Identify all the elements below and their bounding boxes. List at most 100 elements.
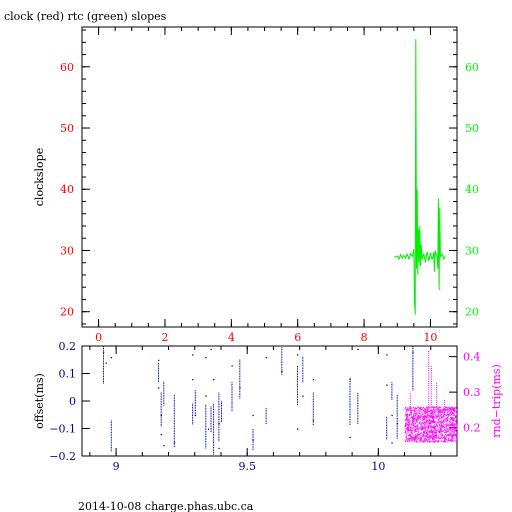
round-trip-point xyxy=(418,409,419,411)
offset-point xyxy=(391,397,393,399)
x-tick-label: 10 xyxy=(371,460,385,473)
offset-point xyxy=(239,387,241,389)
offset-point xyxy=(412,376,414,378)
offset-point xyxy=(391,387,393,389)
offset-point xyxy=(218,419,220,420)
x-tick-label: 9 xyxy=(113,460,120,473)
round-trip-point xyxy=(407,409,409,411)
round-trip-point xyxy=(408,418,409,420)
offset-point xyxy=(386,436,388,438)
offset-point xyxy=(357,419,359,421)
round-trip-point xyxy=(414,415,416,417)
round-trip-point xyxy=(420,438,422,440)
offset-point xyxy=(194,401,196,403)
round-trip-point xyxy=(415,406,417,408)
round-trip-point xyxy=(428,414,430,416)
round-trip-point xyxy=(454,428,456,430)
round-trip-point xyxy=(441,417,443,419)
offset-point xyxy=(213,432,215,434)
right-y-tick-label: 0.3 xyxy=(463,386,481,399)
offset-point xyxy=(110,437,112,438)
round-trip-point xyxy=(438,406,440,408)
offset-point xyxy=(239,371,241,373)
round-trip-point xyxy=(450,439,452,441)
round-trip-point xyxy=(409,434,411,436)
round-trip-point xyxy=(447,429,449,430)
offset-point xyxy=(110,423,112,425)
round-trip-point xyxy=(428,436,430,438)
round-trip-point xyxy=(406,422,408,424)
offset-point xyxy=(281,363,283,365)
offset-point xyxy=(110,427,112,429)
round-trip-point xyxy=(418,434,420,436)
offset-point xyxy=(265,416,267,418)
round-trip-point xyxy=(449,425,451,427)
round-trip-point xyxy=(454,434,456,436)
round-trip-point xyxy=(456,425,458,426)
offset-point xyxy=(349,382,351,384)
round-trip-point xyxy=(455,436,457,438)
round-trip-point xyxy=(453,432,455,434)
round-trip-point xyxy=(442,422,444,423)
offset-point xyxy=(205,434,207,436)
offset-point xyxy=(221,418,222,419)
offset-point xyxy=(158,364,159,366)
offset-point xyxy=(194,411,196,413)
round-trip-point xyxy=(449,406,450,408)
round-trip-point xyxy=(414,411,415,413)
round-trip-point xyxy=(414,430,416,432)
round-trip-point xyxy=(453,436,455,438)
round-trip-point xyxy=(423,439,425,441)
offset-point xyxy=(205,409,207,411)
offset-point xyxy=(160,394,162,396)
round-trip-point xyxy=(429,436,431,438)
round-trip-point xyxy=(423,409,425,411)
offset-point xyxy=(239,367,241,369)
round-trip-point xyxy=(452,425,454,426)
offset-point xyxy=(391,384,393,385)
round-trip-point xyxy=(445,437,447,439)
offset-point xyxy=(160,395,162,397)
round-trip-point xyxy=(409,404,411,406)
round-trip-point xyxy=(429,441,431,443)
round-trip-point xyxy=(446,431,448,433)
round-trip-point xyxy=(450,428,452,430)
round-trip-point xyxy=(454,423,456,425)
round-trip-point xyxy=(435,431,437,433)
round-trip-point xyxy=(446,435,448,437)
offset-point xyxy=(210,348,212,351)
round-trip-point xyxy=(449,422,451,424)
round-trip-point xyxy=(441,435,443,437)
round-trip-point xyxy=(450,414,452,416)
round-trip-point xyxy=(455,411,457,413)
offset-point xyxy=(391,442,393,444)
round-trip-point xyxy=(445,418,447,420)
offset-point xyxy=(192,421,194,423)
offset-point xyxy=(302,373,304,375)
offset-point xyxy=(391,414,393,417)
offset-point xyxy=(221,408,222,410)
offset-point xyxy=(160,402,162,404)
offset-point xyxy=(163,383,165,385)
offset-point xyxy=(213,453,215,455)
offset-point xyxy=(210,426,212,428)
round-trip-point xyxy=(405,427,407,429)
round-trip-point xyxy=(435,418,437,420)
round-trip-point xyxy=(452,436,454,437)
round-trip-point xyxy=(414,439,416,441)
offset-point xyxy=(396,398,398,400)
round-trip-point xyxy=(438,410,440,412)
round-trip-point xyxy=(448,415,450,417)
round-trip-point xyxy=(417,436,419,438)
offset-point xyxy=(213,428,215,430)
round-trip-point xyxy=(440,415,441,417)
round-trip-point xyxy=(430,404,432,406)
offset-point xyxy=(110,430,112,432)
offset-point xyxy=(110,433,112,435)
offset-point xyxy=(412,371,414,373)
round-trip-point xyxy=(431,433,433,435)
round-trip-point xyxy=(447,430,448,432)
offset-point xyxy=(239,381,241,382)
round-trip-point xyxy=(413,426,415,428)
round-trip-point xyxy=(449,412,451,414)
